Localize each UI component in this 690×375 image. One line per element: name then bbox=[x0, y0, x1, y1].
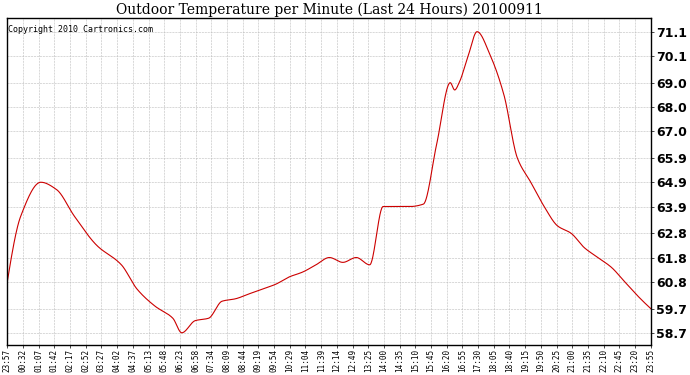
Title: Outdoor Temperature per Minute (Last 24 Hours) 20100911: Outdoor Temperature per Minute (Last 24 … bbox=[116, 3, 542, 17]
Text: Copyright 2010 Cartronics.com: Copyright 2010 Cartronics.com bbox=[8, 25, 153, 34]
